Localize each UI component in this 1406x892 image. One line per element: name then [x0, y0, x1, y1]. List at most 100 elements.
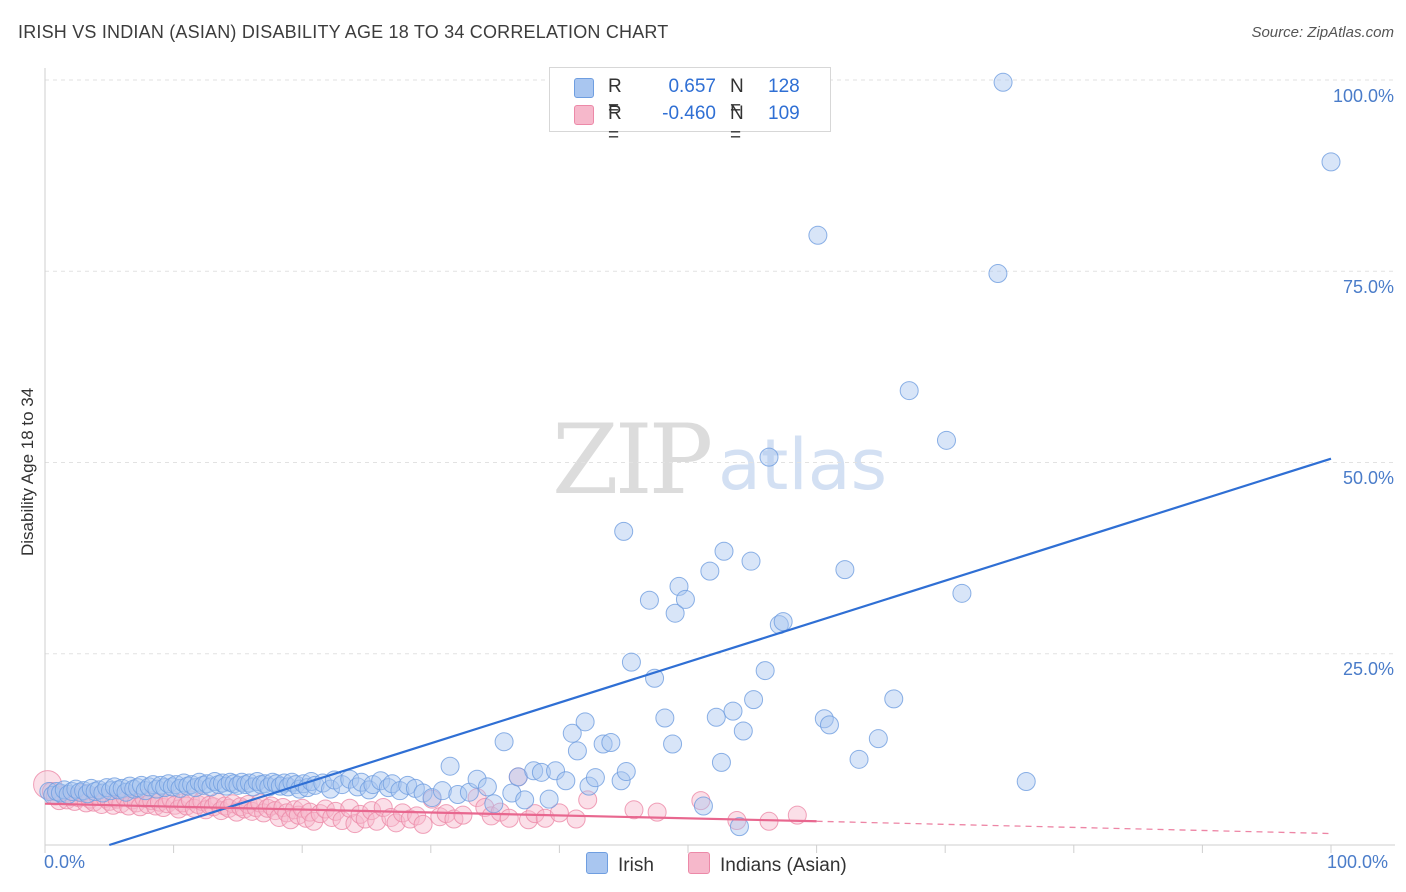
- scatter-point: [744, 690, 764, 710]
- scatter-point: [359, 780, 379, 800]
- scatter-point: [556, 771, 576, 791]
- scatter-point: [499, 808, 519, 828]
- series-indian-points: [33, 767, 807, 834]
- scatter-point: [440, 756, 460, 776]
- scatter-point: [381, 807, 401, 827]
- scatter-point: [300, 802, 320, 822]
- irish-n-label: N =: [730, 76, 744, 119]
- indian-r-label: R =: [608, 103, 622, 146]
- scatter-point: [655, 708, 675, 728]
- scatter-point: [733, 721, 753, 741]
- scatter-point: [819, 715, 839, 735]
- scatter-point: [675, 589, 695, 609]
- scatter-point: [304, 811, 324, 831]
- scatter-point: [477, 777, 497, 797]
- scatter-point: [81, 778, 101, 798]
- scatter-point: [578, 790, 598, 810]
- legend-indian[interactable]: Indians (Asian): [688, 852, 847, 877]
- scatter-point: [759, 447, 779, 467]
- scatter-point: [273, 798, 293, 818]
- trend-line-irish: [108, 457, 1332, 847]
- scatter-point: [884, 689, 904, 709]
- legend-irish[interactable]: Irish: [586, 852, 654, 877]
- scatter-point: [562, 723, 582, 743]
- scatter-point: [773, 612, 793, 632]
- scatter-point: [952, 583, 972, 603]
- y-axis-label-wrap: Disability Age 18 to 34: [18, 388, 186, 576]
- scatter-point: [1321, 152, 1341, 172]
- axes: [44, 68, 1395, 853]
- grid-lines: [45, 79, 1395, 655]
- scatter-point: [484, 794, 504, 814]
- y-tick-50: 50.0%: [1342, 468, 1394, 488]
- scatter-point: [422, 788, 442, 808]
- scatter-point: [104, 777, 124, 797]
- scatter-point: [665, 603, 685, 623]
- y-tick-100: 100.0%: [1332, 86, 1394, 106]
- irish-swatch-icon: [574, 78, 594, 98]
- scatter-point: [993, 72, 1013, 92]
- scatter-point: [189, 772, 209, 792]
- scatter-point: [663, 734, 683, 754]
- scatter-point: [601, 732, 621, 752]
- scatter-point: [467, 769, 487, 789]
- scatter-point: [413, 814, 433, 834]
- scatter-point: [706, 707, 726, 727]
- scatter-point: [621, 652, 641, 672]
- scatter-point: [835, 560, 855, 580]
- indian-n-value: 109: [768, 103, 800, 124]
- y-axis-label: Disability Age 18 to 34: [18, 387, 37, 556]
- legend-irish-swatch-icon: [586, 852, 608, 874]
- scatter-point: [549, 803, 569, 823]
- legend-indian-swatch-icon: [688, 852, 710, 874]
- irish-n-value: 128: [768, 76, 800, 97]
- trend-line-indian: [44, 802, 817, 823]
- scatter-point: [97, 778, 117, 798]
- scatter-point: [201, 777, 221, 797]
- indian-n-label: N =: [730, 103, 744, 146]
- scatter-point: [66, 779, 86, 799]
- scatter-point: [378, 778, 398, 798]
- x-tick-100: 100.0%: [1327, 852, 1389, 872]
- scatter-point: [693, 796, 713, 816]
- scatter-point: [700, 561, 720, 581]
- x-tick-0: 0.0%: [44, 852, 86, 872]
- scatter-point: [741, 551, 761, 571]
- scatter-point: [988, 264, 1008, 284]
- scatter-point: [524, 761, 544, 781]
- scatter-point: [714, 541, 734, 561]
- scatter-point: [398, 775, 418, 795]
- scatter-point: [729, 817, 749, 837]
- scatter-point: [575, 712, 595, 732]
- irish-r-label: R =: [608, 76, 622, 119]
- scatter-point: [849, 749, 869, 769]
- series-irish-points: [39, 72, 1341, 837]
- scatter-point: [93, 783, 113, 803]
- scatter-point: [546, 761, 566, 781]
- scatter-point: [205, 772, 225, 792]
- scatter-point: [340, 769, 360, 789]
- scatter-point: [382, 774, 402, 794]
- scatter-point: [814, 709, 834, 729]
- trend-lines: [44, 457, 1332, 847]
- y-tick-75: 75.0%: [1342, 277, 1394, 297]
- scatter-point: [413, 783, 433, 803]
- scatter-point: [535, 808, 555, 828]
- scatter-point: [639, 590, 659, 610]
- scatter-point: [174, 773, 194, 793]
- scatter-point: [345, 814, 365, 834]
- scatter-point: [290, 779, 310, 799]
- scatter-point: [755, 661, 775, 681]
- scatter-point: [228, 775, 248, 795]
- scatter-point: [868, 729, 888, 749]
- scatter-point: [624, 800, 644, 820]
- scatter-point: [691, 791, 711, 811]
- scatter-point: [340, 798, 360, 818]
- scatter-point: [371, 771, 391, 791]
- irish-r-value: 0.657: [668, 76, 716, 97]
- scatter-point: [616, 762, 636, 782]
- scatter-point: [255, 774, 275, 794]
- scatter-point: [711, 752, 731, 772]
- scatter-point: [567, 741, 587, 761]
- trend-line-indian-extrapolated: [816, 820, 1332, 835]
